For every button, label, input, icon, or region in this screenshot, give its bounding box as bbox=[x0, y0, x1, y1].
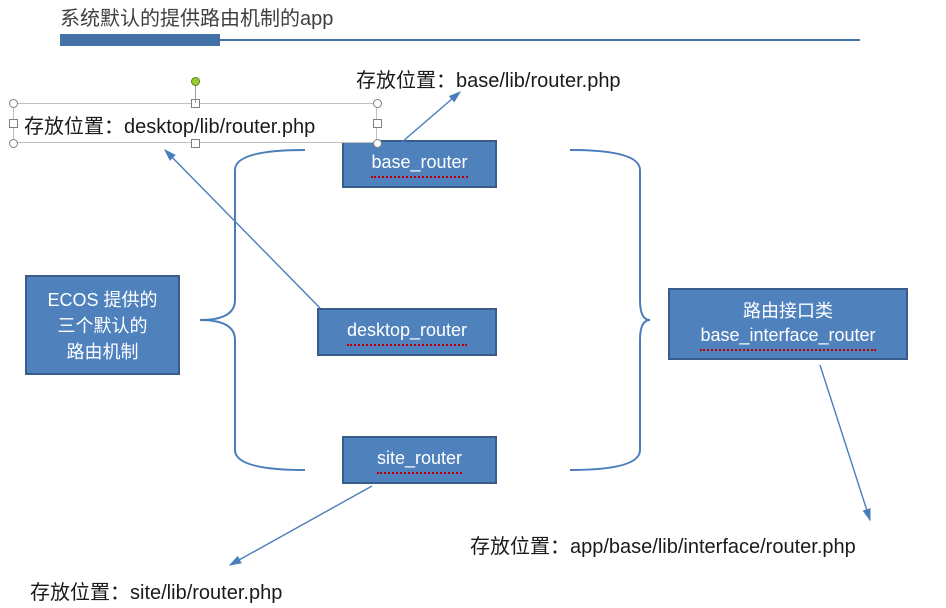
interface-router-box: 路由接口类base_interface_router bbox=[668, 288, 908, 360]
base-path-label: 存放位置：base/lib/router.php bbox=[356, 64, 621, 93]
selection-handle[interactable] bbox=[373, 119, 382, 128]
selection-handle[interactable] bbox=[191, 139, 200, 148]
title-bar-thin bbox=[220, 39, 860, 41]
site-path-label: 存放位置：site/lib/router.php bbox=[30, 576, 282, 605]
rotation-handle[interactable] bbox=[191, 77, 200, 86]
selection-handle[interactable] bbox=[9, 99, 18, 108]
selection-handle[interactable] bbox=[373, 139, 382, 148]
selection-handle[interactable] bbox=[9, 139, 18, 148]
interface-path-label: 存放位置：app/base/lib/interface/router.php bbox=[470, 530, 856, 559]
selection-handle[interactable] bbox=[9, 119, 18, 128]
desktop-router-box: desktop_router bbox=[317, 308, 497, 356]
title-bar-thick bbox=[60, 34, 220, 46]
ecos-routers-box: ECOS 提供的三个默认的路由机制 bbox=[25, 275, 180, 375]
selected-textbox[interactable]: 存放位置：desktop/lib/router.php bbox=[13, 103, 377, 143]
diagram-title: 系统默认的提供路由机制的app bbox=[60, 2, 333, 31]
base-router-box: base_router bbox=[342, 140, 497, 188]
site-router-box: site_router bbox=[342, 436, 497, 484]
selection-handle[interactable] bbox=[373, 99, 382, 108]
selected-textbox-text: 存放位置：desktop/lib/router.php bbox=[24, 116, 315, 138]
